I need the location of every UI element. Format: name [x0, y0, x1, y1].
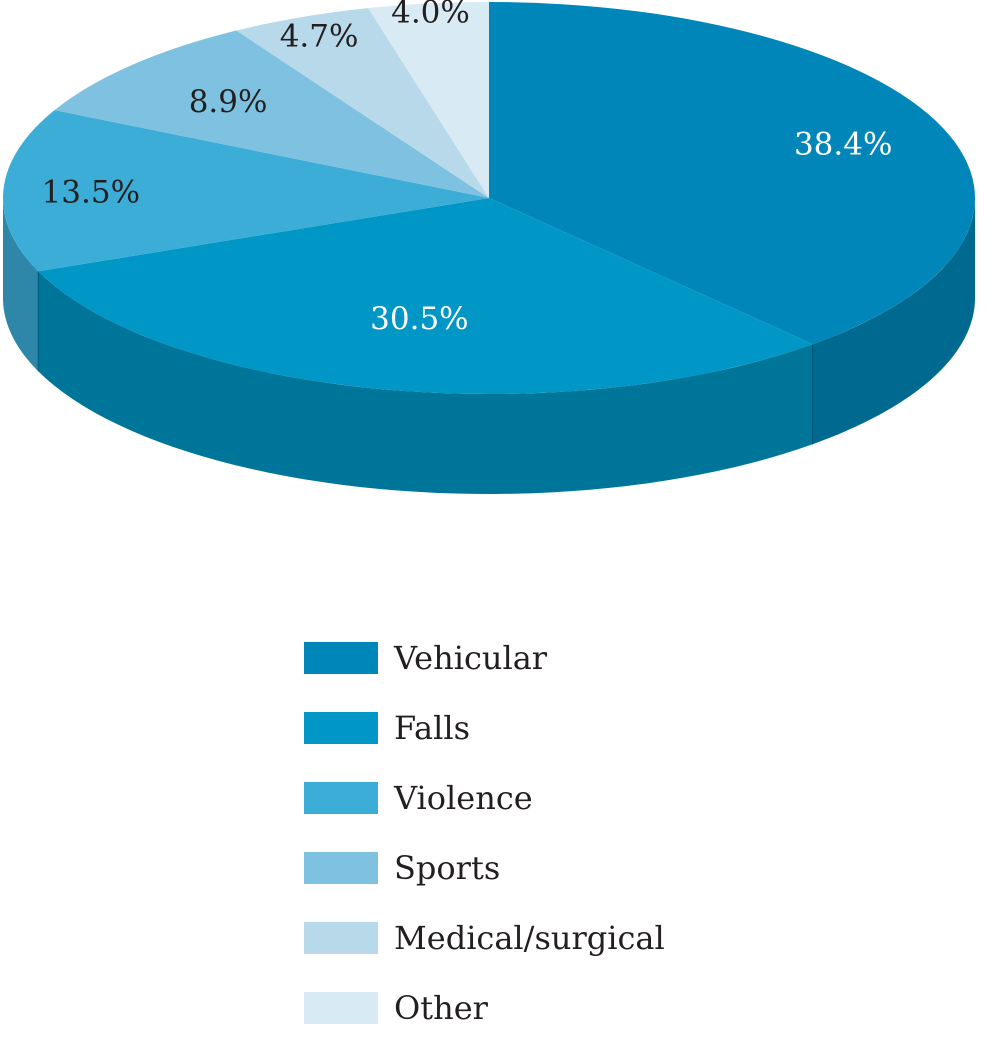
legend: Vehicular Falls Violence Sports Medical/… — [304, 623, 924, 1043]
pie-slice-other — [368, 2, 489, 198]
pie-slice-sports — [54, 30, 490, 199]
legend-item-vehicular: Vehicular — [304, 623, 924, 693]
legend-item-other: Other — [304, 973, 924, 1043]
legend-swatch-vehicular — [304, 642, 378, 674]
legend-label-medical-surgical: Medical/surgical — [394, 919, 665, 957]
legend-swatch-falls — [304, 712, 378, 744]
data-label-vehicular: 38.4% — [794, 127, 892, 163]
pie-slice-medical-surgical — [236, 8, 489, 198]
pie-chart: 38.4% 30.5% 13.5% 8.9% 4.7% 4.0% — [2, 0, 975, 494]
pie-slice-vehicular — [489, 2, 975, 345]
pie-side-vehicular — [812, 198, 975, 445]
legend-item-sports: Sports — [304, 833, 924, 903]
legend-label-vehicular: Vehicular — [394, 639, 548, 677]
legend-label-falls: Falls — [394, 709, 470, 747]
pie-slice-falls — [38, 198, 813, 394]
legend-swatch-medical-surgical — [304, 922, 378, 954]
legend-swatch-violence — [304, 782, 378, 814]
data-label-sports: 8.9% — [189, 84, 268, 120]
legend-label-other: Other — [394, 989, 488, 1027]
legend-item-medical-surgical: Medical/surgical — [304, 903, 924, 973]
legend-item-violence: Violence — [304, 763, 924, 833]
legend-label-sports: Sports — [394, 849, 501, 887]
legend-label-violence: Violence — [394, 779, 533, 817]
pie-chart-svg: 38.4% 30.5% 13.5% 8.9% 4.7% 4.0% — [2, 0, 975, 494]
data-label-medical-surgical: 4.7% — [280, 19, 359, 55]
legend-swatch-other — [304, 992, 378, 1024]
legend-item-falls: Falls — [304, 693, 924, 763]
legend-swatch-sports — [304, 852, 378, 884]
data-label-other: 4.0% — [391, 0, 470, 30]
pie-side-falls — [38, 271, 813, 494]
pie-slice-violence — [2, 110, 489, 272]
data-label-falls: 30.5% — [370, 301, 468, 337]
pie-side-violence — [3, 198, 39, 372]
data-label-violence: 13.5% — [42, 174, 140, 210]
